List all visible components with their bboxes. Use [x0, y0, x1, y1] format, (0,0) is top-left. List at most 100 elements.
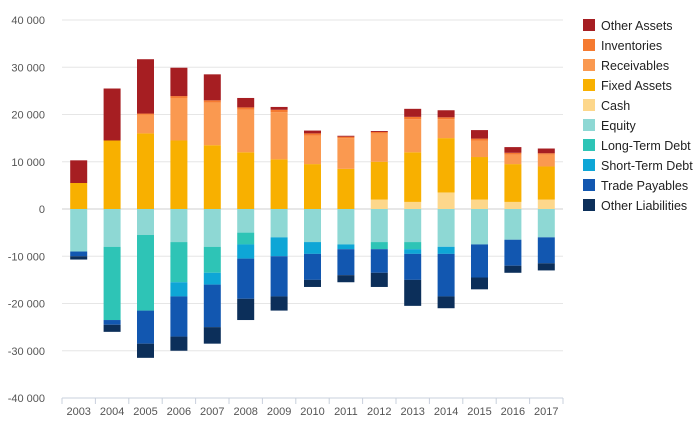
- legend-swatch: [583, 59, 595, 71]
- bar-segment-trade-payables: [70, 251, 88, 257]
- legend-item-other-liabilities[interactable]: Other Liabilities: [583, 199, 687, 213]
- x-tick-label: 2017: [534, 406, 558, 418]
- bar-segment-short-term-debt: [170, 282, 188, 297]
- bar-segment-other-assets: [70, 160, 88, 184]
- legend-item-inventories[interactable]: Inventories: [583, 39, 662, 53]
- bar-segment-fixed-assets: [537, 166, 555, 200]
- legend: Other Assets Inventories Receivables Fixed …: [583, 19, 693, 213]
- bar-segment-short-term-debt: [304, 242, 321, 254]
- bar-segment-other-assets: [337, 135, 355, 137]
- y-tick-label: -40 000: [8, 393, 45, 405]
- bar-segment-inventories: [337, 136, 355, 139]
- legend-swatch: [583, 139, 595, 151]
- bar-segment-equity: [370, 209, 388, 243]
- legend-item-long-term-debt[interactable]: Long-Term Debt: [583, 139, 691, 153]
- y-axis: -40 000 -30 000 -20 000 -10 000 0 10 000 20 00…: [8, 15, 45, 405]
- bar-segment-equity: [471, 209, 488, 245]
- x-tick-label: 2011: [334, 406, 358, 418]
- bar-segment-other-assets: [103, 88, 121, 141]
- legend-item-trade-payables[interactable]: Trade Payables: [583, 179, 688, 193]
- bar-segment-other-assets: [370, 131, 388, 132]
- y-tick-label: 30 000: [11, 62, 45, 74]
- bar-segment-other-liabilities: [370, 272, 388, 287]
- bar-segment-equity: [537, 209, 555, 238]
- bar-segment-other-assets: [437, 110, 455, 118]
- legend-swatch: [583, 119, 595, 131]
- bar-stacks: [70, 59, 555, 358]
- bar-segment-other-liabilities: [537, 263, 555, 271]
- legend-item-receivables[interactable]: Receivables: [583, 59, 669, 73]
- legend-item-fixed-assets[interactable]: Fixed Assets: [583, 79, 672, 93]
- legend-item-equity[interactable]: Equity: [583, 119, 636, 133]
- bar-segment-receivables: [471, 140, 488, 158]
- bar-segment-long-term-debt: [370, 242, 388, 250]
- bar-segment-short-term-debt: [203, 272, 221, 285]
- bar-segment-inventories: [471, 138, 488, 141]
- bar-segment-fixed-assets: [471, 157, 488, 200]
- bar-segment-cash: [404, 201, 422, 209]
- bar-segment-other-liabilities: [270, 296, 288, 311]
- legend-item-other-assets[interactable]: Other Assets: [583, 19, 673, 33]
- bar-segment-equity: [270, 209, 288, 238]
- bar-segment-other-assets: [237, 97, 255, 108]
- legend-label: Trade Payables: [601, 179, 688, 193]
- bar-segment-trade-payables: [203, 284, 221, 328]
- bar-segment-fixed-assets: [103, 140, 121, 209]
- bar-segment-short-term-debt: [337, 244, 355, 250]
- bar-segment-cash: [504, 201, 522, 209]
- y-tick-label: -20 000: [8, 299, 45, 311]
- legend-swatch: [583, 159, 595, 171]
- bar-segment-trade-payables: [471, 244, 488, 278]
- bar-segment-receivables: [337, 138, 355, 169]
- bar-segment-other-liabilities: [203, 327, 221, 344]
- bar-segment-other-assets: [471, 130, 488, 139]
- bar-segment-other-assets: [137, 59, 154, 114]
- bar-segment-fixed-assets: [404, 152, 422, 202]
- bar-segment-receivables: [137, 114, 154, 134]
- bar-segment-trade-payables: [270, 256, 288, 297]
- bar-segment-receivables: [437, 119, 455, 139]
- x-tick-label: 2010: [300, 406, 324, 418]
- bar-segment-fixed-assets: [437, 138, 455, 193]
- legend-item-cash[interactable]: Cash: [583, 99, 630, 113]
- bar-segment-other-liabilities: [103, 324, 121, 332]
- legend-label: Inventories: [601, 39, 662, 53]
- bar-segment-equity: [70, 209, 88, 252]
- x-tick-label: 2009: [267, 406, 291, 418]
- bar-segment-trade-payables: [337, 249, 355, 276]
- legend-swatch: [583, 79, 595, 91]
- bar-segment-equity: [137, 209, 154, 235]
- legend-item-short-term-debt[interactable]: Short-Term Debt: [583, 159, 693, 173]
- bar-segment-equity: [404, 209, 422, 243]
- bar-segment-other-liabilities: [471, 277, 488, 290]
- bar-segment-inventories: [370, 131, 388, 134]
- legend-swatch: [583, 179, 595, 191]
- legend-swatch: [583, 199, 595, 211]
- bar-segment-other-liabilities: [504, 265, 522, 273]
- bar-segment-long-term-debt: [203, 246, 221, 273]
- x-tick-label: 2012: [367, 406, 391, 418]
- bar-segment-trade-payables: [437, 253, 455, 297]
- bar-segment-long-term-debt: [103, 246, 121, 321]
- legend-swatch: [583, 99, 595, 111]
- bar-segment-inventories: [504, 152, 522, 155]
- bar-segment-trade-payables: [103, 320, 121, 325]
- bar-segment-other-liabilities: [337, 275, 355, 283]
- bar-segment-fixed-assets: [270, 159, 288, 209]
- bar-segment-fixed-assets: [137, 133, 154, 209]
- bar-segment-other-assets: [170, 67, 188, 97]
- bar-segment-inventories: [437, 117, 455, 120]
- bar-segment-equity: [203, 209, 221, 247]
- legend-label: Equity: [601, 119, 636, 133]
- bar-segment-other-assets: [270, 106, 288, 110]
- x-tick-label: 2014: [434, 406, 458, 418]
- y-tick-label: 20 000: [11, 110, 45, 122]
- x-tick-label: 2015: [467, 406, 491, 418]
- bar-segment-receivables: [537, 154, 555, 167]
- y-tick-label: 0: [39, 204, 45, 216]
- legend-label: Cash: [601, 99, 630, 113]
- x-tick-label: 2006: [167, 406, 191, 418]
- bar-segment-other-liabilities: [404, 279, 422, 306]
- bar-segment-receivables: [304, 135, 321, 165]
